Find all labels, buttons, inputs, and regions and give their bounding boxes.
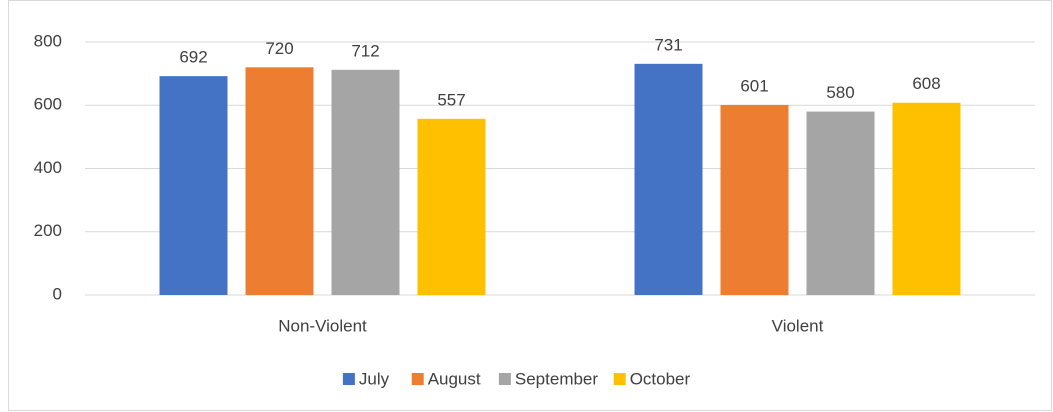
data-label: 608 [912,74,940,93]
x-tick-label: Non-Violent [278,316,367,335]
bar [417,118,486,295]
data-label: 692 [179,48,207,67]
bar [892,102,961,295]
y-tick-label: 200 [34,221,62,240]
legend-swatch [411,373,424,385]
legend-label: July [359,369,390,388]
legend-swatch [613,373,626,385]
data-label: 601 [740,76,768,95]
data-label: 557 [437,90,465,109]
bar [159,76,228,295]
legend-swatch [498,373,511,385]
legend-label: September [515,369,598,388]
y-tick-label: 0 [53,284,62,303]
x-tick-label: Violent [772,316,824,335]
bar [806,111,875,295]
bar [245,67,314,295]
bar [720,104,789,295]
legend-label: October [630,369,691,388]
data-label: 731 [654,35,682,54]
data-label: 580 [826,83,854,102]
data-label: 720 [265,39,293,58]
y-tick-label: 600 [34,95,62,114]
y-tick-label: 400 [34,158,62,177]
legend-label: August [428,369,481,388]
y-tick-label: 800 [34,31,62,50]
data-label: 712 [351,41,379,60]
bar [331,69,400,295]
bar [634,63,703,295]
legend-swatch [342,373,355,385]
